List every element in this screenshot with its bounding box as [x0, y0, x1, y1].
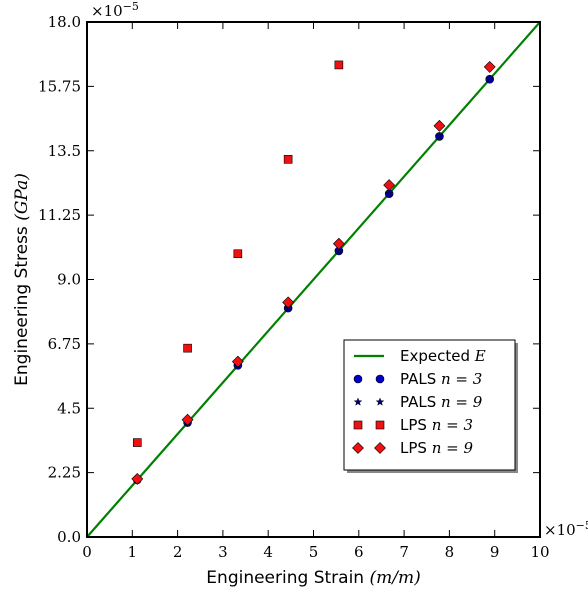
y-tick-label: 0.0	[57, 528, 81, 546]
legend-swatch	[353, 420, 363, 430]
x-tick-label: 7	[399, 543, 409, 561]
legend-item: LPS n = 3	[353, 416, 473, 434]
data-point	[435, 131, 444, 141]
data-point	[383, 179, 396, 192]
y-tick-label: 18.0	[48, 13, 81, 31]
data-point	[132, 438, 142, 447]
y-tick-label: 11.25	[38, 206, 81, 224]
x-tick-label: 1	[128, 543, 138, 561]
y-tick-label: 6.75	[48, 335, 81, 353]
x-tick-label: 9	[490, 543, 500, 561]
y-tick-label: 13.5	[48, 142, 81, 160]
series-0	[86, 21, 541, 538]
legend-label: Expected E	[400, 347, 486, 365]
data-point	[283, 155, 293, 164]
x-tick-label: 3	[218, 543, 228, 561]
y-tick-label: 4.5	[57, 399, 81, 417]
legend-swatch	[353, 374, 363, 384]
series-4	[131, 60, 496, 485]
data-point	[334, 60, 344, 70]
legend-label: PALS n = 3	[400, 370, 482, 388]
x-tick-label: 10	[530, 543, 549, 561]
legend-swatch	[375, 397, 385, 406]
x-tick-label: 8	[445, 543, 455, 561]
data-point	[433, 119, 446, 132]
x-tick-label: 0	[82, 543, 92, 561]
data-point	[131, 472, 144, 485]
data-point	[483, 60, 496, 73]
x-tick-label: 6	[354, 543, 364, 561]
y-axis-label: Engineering Stress (GPa)	[12, 173, 32, 386]
data-point	[282, 296, 295, 309]
y-axis-offset: ×10−5	[91, 0, 139, 20]
axis-ticks: 0 1 2 3 4 5 6 7 8 9 10 0.0 2.25 4.5 6.75 9.0 11.25 13.5 15…	[38, 13, 550, 561]
x-tick-label: 2	[173, 543, 183, 561]
y-tick-label: 2.25	[48, 464, 81, 482]
legend-item: LPS n = 9	[352, 439, 473, 457]
series-3	[132, 60, 344, 447]
x-axis-label: Engineering Strain (m/m)	[206, 568, 420, 588]
data-point	[384, 189, 394, 198]
legend-swatch	[353, 397, 363, 406]
legend-swatch	[375, 420, 385, 430]
legend-item: PALS n = 3	[353, 370, 482, 388]
y-tick-label: 9.0	[57, 271, 81, 289]
plot-marks	[86, 21, 541, 538]
data-point	[233, 249, 243, 259]
legend-item: Expected E	[354, 347, 486, 365]
data-point	[485, 74, 495, 83]
legend-label: PALS n = 9	[400, 393, 483, 411]
legend-swatch	[352, 442, 364, 454]
expected-line	[86, 21, 541, 538]
x-tick-label: 5	[309, 543, 319, 561]
data-point	[231, 355, 244, 368]
legend-swatch	[374, 442, 386, 454]
legend: Expected E PALS n = 3 PALS n = 9 LPS n = 3 L…	[343, 339, 518, 473]
data-point	[181, 413, 194, 426]
x-tick-label: 4	[263, 543, 273, 561]
y-tick-label: 15.75	[38, 77, 81, 95]
legend-swatch	[375, 374, 385, 384]
data-point	[332, 237, 345, 250]
data-point	[183, 343, 192, 353]
data-point	[334, 246, 344, 255]
legend-item: PALS n = 9	[353, 393, 483, 411]
x-axis-offset: ×10−5	[544, 519, 588, 540]
legend-label: LPS n = 9	[400, 439, 473, 457]
legend-box	[343, 339, 516, 471]
legend-label: LPS n = 3	[400, 416, 473, 434]
